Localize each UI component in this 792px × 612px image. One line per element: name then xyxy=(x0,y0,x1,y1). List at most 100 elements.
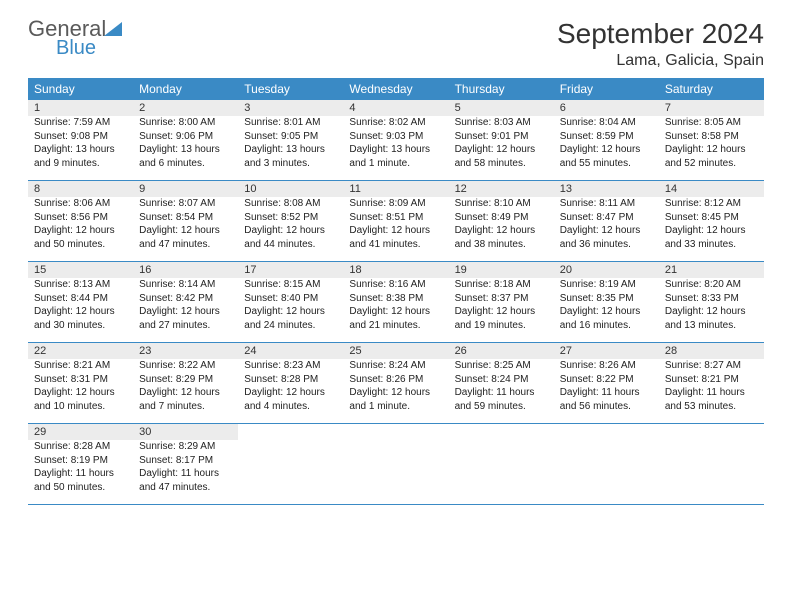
day-sunrise: Sunrise: 8:14 AM xyxy=(139,278,232,292)
day-dl2: and 7 minutes. xyxy=(139,400,232,414)
day-sunrise: Sunrise: 8:11 AM xyxy=(560,197,653,211)
day-dl2: and 58 minutes. xyxy=(455,157,548,171)
day-dl1: Daylight: 11 hours xyxy=(455,386,548,400)
day-cell: Sunrise: 8:03 AMSunset: 9:01 PMDaylight:… xyxy=(449,116,554,181)
day-sunset: Sunset: 8:54 PM xyxy=(139,211,232,225)
day-sunrise: Sunrise: 8:23 AM xyxy=(244,359,337,373)
day-number-cell: 16 xyxy=(133,262,238,279)
day-cell: Sunrise: 8:02 AMSunset: 9:03 PMDaylight:… xyxy=(343,116,448,181)
day-number-row: 891011121314 xyxy=(28,181,764,198)
day-sunrise: Sunrise: 8:24 AM xyxy=(349,359,442,373)
day-dl1: Daylight: 13 hours xyxy=(139,143,232,157)
day-dl1: Daylight: 11 hours xyxy=(665,386,758,400)
logo: General Blue xyxy=(28,18,122,58)
day-cell: Sunrise: 8:09 AMSunset: 8:51 PMDaylight:… xyxy=(343,197,448,262)
day-sunrise: Sunrise: 8:00 AM xyxy=(139,116,232,130)
header: General Blue September 2024 Lama, Galici… xyxy=(28,18,764,70)
day-dl2: and 30 minutes. xyxy=(34,319,127,333)
day-number-cell: 7 xyxy=(659,100,764,116)
day-sunset: Sunset: 8:17 PM xyxy=(139,454,232,468)
day-dl1: Daylight: 12 hours xyxy=(455,224,548,238)
day-number-cell: 28 xyxy=(659,343,764,360)
day-sunrise: Sunrise: 7:59 AM xyxy=(34,116,127,130)
day-cell: Sunrise: 8:14 AMSunset: 8:42 PMDaylight:… xyxy=(133,278,238,343)
day-cell: Sunrise: 8:24 AMSunset: 8:26 PMDaylight:… xyxy=(343,359,448,424)
day-number-cell: 29 xyxy=(28,424,133,441)
day-number-cell: 23 xyxy=(133,343,238,360)
dow-cell: Saturday xyxy=(659,78,764,100)
day-dl2: and 55 minutes. xyxy=(560,157,653,171)
day-cell: Sunrise: 8:06 AMSunset: 8:56 PMDaylight:… xyxy=(28,197,133,262)
day-dl1: Daylight: 12 hours xyxy=(455,143,548,157)
day-number-cell: 26 xyxy=(449,343,554,360)
logo-word-blue: Blue xyxy=(56,38,106,58)
day-dl1: Daylight: 12 hours xyxy=(665,224,758,238)
day-dl1: Daylight: 12 hours xyxy=(665,143,758,157)
day-dl1: Daylight: 11 hours xyxy=(34,467,127,481)
day-cell: Sunrise: 8:04 AMSunset: 8:59 PMDaylight:… xyxy=(554,116,659,181)
day-dl1: Daylight: 12 hours xyxy=(349,305,442,319)
day-dl2: and 59 minutes. xyxy=(455,400,548,414)
day-cell xyxy=(449,440,554,505)
day-sunrise: Sunrise: 8:13 AM xyxy=(34,278,127,292)
day-cell: Sunrise: 8:16 AMSunset: 8:38 PMDaylight:… xyxy=(343,278,448,343)
day-sunset: Sunset: 8:45 PM xyxy=(665,211,758,225)
day-dl1: Daylight: 12 hours xyxy=(139,224,232,238)
day-dl2: and 10 minutes. xyxy=(34,400,127,414)
day-number-cell: 11 xyxy=(343,181,448,198)
day-cell: Sunrise: 8:05 AMSunset: 8:58 PMDaylight:… xyxy=(659,116,764,181)
day-sunrise: Sunrise: 8:01 AM xyxy=(244,116,337,130)
day-sunrise: Sunrise: 8:25 AM xyxy=(455,359,548,373)
day-number-cell xyxy=(659,424,764,441)
day-dl2: and 27 minutes. xyxy=(139,319,232,333)
day-number-cell: 25 xyxy=(343,343,448,360)
day-dl2: and 13 minutes. xyxy=(665,319,758,333)
day-sunset: Sunset: 9:05 PM xyxy=(244,130,337,144)
day-dl1: Daylight: 12 hours xyxy=(349,386,442,400)
day-sunrise: Sunrise: 8:06 AM xyxy=(34,197,127,211)
day-sunset: Sunset: 8:47 PM xyxy=(560,211,653,225)
location-text: Lama, Galicia, Spain xyxy=(557,52,764,70)
day-dl1: Daylight: 13 hours xyxy=(349,143,442,157)
day-number-cell: 8 xyxy=(28,181,133,198)
day-dl2: and 3 minutes. xyxy=(244,157,337,171)
day-cell: Sunrise: 8:19 AMSunset: 8:35 PMDaylight:… xyxy=(554,278,659,343)
dow-cell: Wednesday xyxy=(343,78,448,100)
day-sunrise: Sunrise: 8:19 AM xyxy=(560,278,653,292)
day-cell xyxy=(343,440,448,505)
day-number-cell: 14 xyxy=(659,181,764,198)
day-dl1: Daylight: 11 hours xyxy=(139,467,232,481)
day-dl2: and 6 minutes. xyxy=(139,157,232,171)
day-dl1: Daylight: 13 hours xyxy=(244,143,337,157)
dow-cell: Tuesday xyxy=(238,78,343,100)
day-sunrise: Sunrise: 8:15 AM xyxy=(244,278,337,292)
day-number-cell: 10 xyxy=(238,181,343,198)
day-dl2: and 50 minutes. xyxy=(34,481,127,495)
day-cell: Sunrise: 8:26 AMSunset: 8:22 PMDaylight:… xyxy=(554,359,659,424)
logo-triangle-icon xyxy=(104,22,122,36)
day-dl1: Daylight: 12 hours xyxy=(244,305,337,319)
day-cell: Sunrise: 8:11 AMSunset: 8:47 PMDaylight:… xyxy=(554,197,659,262)
dow-cell: Monday xyxy=(133,78,238,100)
day-number-cell: 21 xyxy=(659,262,764,279)
day-cell: Sunrise: 8:22 AMSunset: 8:29 PMDaylight:… xyxy=(133,359,238,424)
day-number-cell: 5 xyxy=(449,100,554,116)
day-dl1: Daylight: 12 hours xyxy=(349,224,442,238)
dow-cell: Thursday xyxy=(449,78,554,100)
day-dl1: Daylight: 11 hours xyxy=(560,386,653,400)
day-dl2: and 19 minutes. xyxy=(455,319,548,333)
day-number-cell: 18 xyxy=(343,262,448,279)
day-sunrise: Sunrise: 8:02 AM xyxy=(349,116,442,130)
week-row: Sunrise: 8:13 AMSunset: 8:44 PMDaylight:… xyxy=(28,278,764,343)
day-sunrise: Sunrise: 8:27 AM xyxy=(665,359,758,373)
dow-cell: Friday xyxy=(554,78,659,100)
week-row: Sunrise: 8:06 AMSunset: 8:56 PMDaylight:… xyxy=(28,197,764,262)
day-dl1: Daylight: 12 hours xyxy=(560,305,653,319)
day-number-cell: 19 xyxy=(449,262,554,279)
day-sunrise: Sunrise: 8:21 AM xyxy=(34,359,127,373)
day-sunset: Sunset: 8:52 PM xyxy=(244,211,337,225)
day-cell: Sunrise: 8:10 AMSunset: 8:49 PMDaylight:… xyxy=(449,197,554,262)
day-sunrise: Sunrise: 8:04 AM xyxy=(560,116,653,130)
month-title: September 2024 xyxy=(557,18,764,50)
day-dl1: Daylight: 13 hours xyxy=(34,143,127,157)
